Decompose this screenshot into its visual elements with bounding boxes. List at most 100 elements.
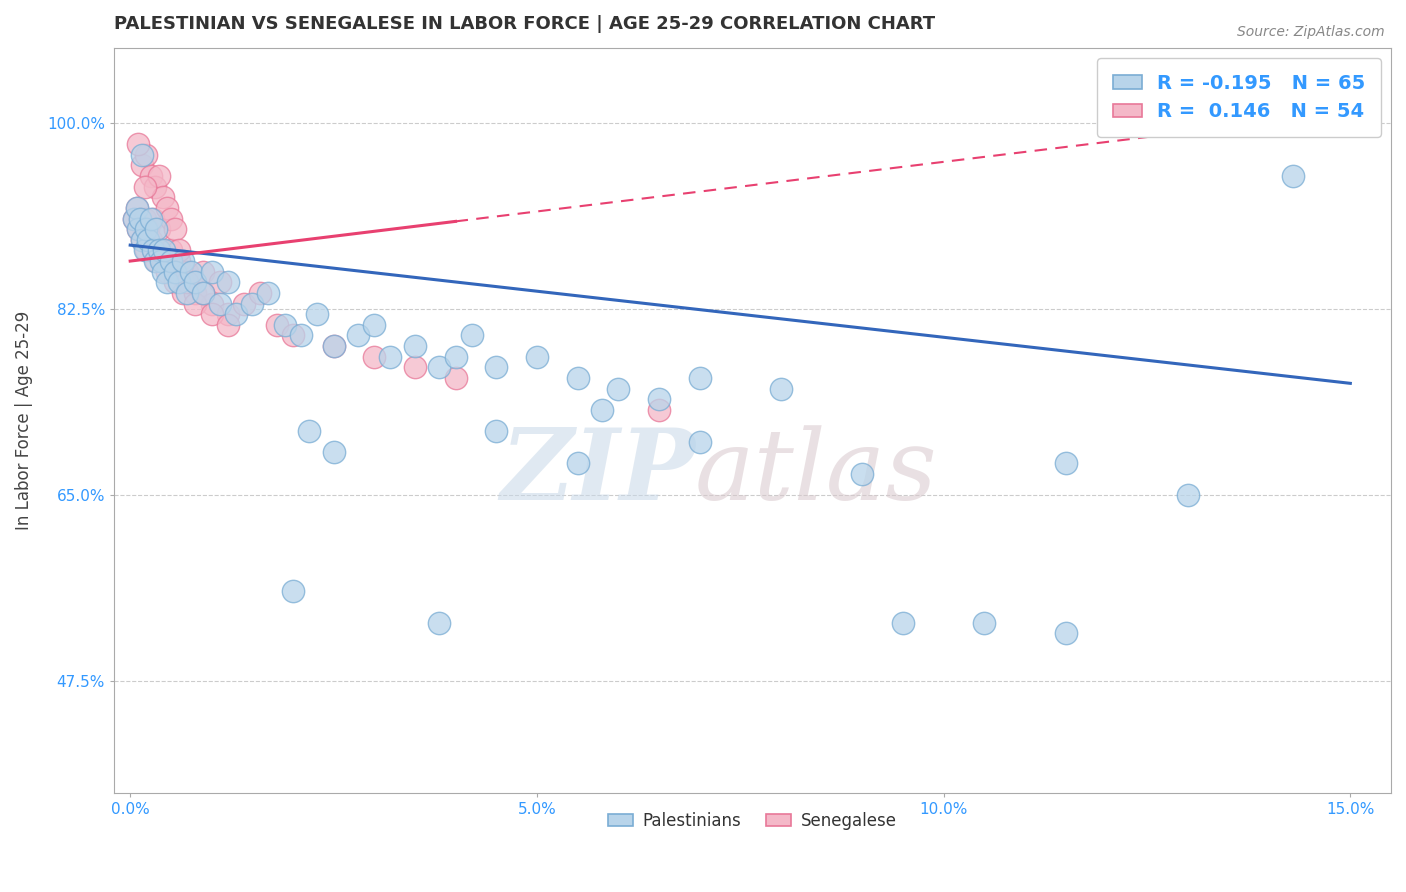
Point <box>607 382 630 396</box>
Point <box>363 318 385 332</box>
Point <box>125 201 148 215</box>
Point <box>180 276 202 290</box>
Point <box>1054 626 1077 640</box>
Point <box>769 382 792 396</box>
Point <box>143 179 166 194</box>
Point <box>148 244 170 258</box>
Point <box>129 211 152 226</box>
Point <box>689 371 711 385</box>
Y-axis label: In Labor Force | Age 25-29: In Labor Force | Age 25-29 <box>15 311 32 530</box>
Point <box>217 276 239 290</box>
Point <box>184 276 207 290</box>
Point <box>322 339 344 353</box>
Point <box>148 222 170 236</box>
Point <box>131 158 153 172</box>
Text: atlas: atlas <box>695 425 938 520</box>
Point <box>200 296 222 310</box>
Point <box>129 211 152 226</box>
Point <box>648 403 671 417</box>
Point <box>290 328 312 343</box>
Point <box>176 276 198 290</box>
Point <box>163 222 186 236</box>
Point <box>257 285 280 300</box>
Point <box>167 244 190 258</box>
Point <box>156 265 179 279</box>
Point <box>163 265 186 279</box>
Point <box>148 169 170 183</box>
Point <box>567 456 589 470</box>
Point <box>142 244 165 258</box>
Point <box>444 371 467 385</box>
Point <box>131 147 153 161</box>
Point <box>134 244 156 258</box>
Point <box>122 211 145 226</box>
Point <box>266 318 288 332</box>
Point <box>444 350 467 364</box>
Point <box>135 244 157 258</box>
Point <box>176 265 198 279</box>
Point <box>307 307 329 321</box>
Point <box>380 350 402 364</box>
Point <box>160 244 183 258</box>
Point <box>163 276 186 290</box>
Point <box>274 318 297 332</box>
Point <box>347 328 370 343</box>
Point <box>281 328 304 343</box>
Point <box>184 285 207 300</box>
Point <box>135 222 157 236</box>
Point <box>142 211 165 226</box>
Point <box>152 254 174 268</box>
Point <box>139 211 162 226</box>
Point <box>156 201 179 215</box>
Point <box>208 276 231 290</box>
Point <box>461 328 484 343</box>
Point <box>200 265 222 279</box>
Point <box>648 392 671 407</box>
Point <box>322 339 344 353</box>
Point <box>404 360 426 375</box>
Point <box>131 233 153 247</box>
Point <box>134 179 156 194</box>
Point <box>143 254 166 268</box>
Point <box>160 211 183 226</box>
Point <box>485 360 508 375</box>
Point <box>150 254 173 268</box>
Point <box>208 296 231 310</box>
Point <box>233 296 256 310</box>
Point <box>135 147 157 161</box>
Point <box>851 467 873 481</box>
Legend: Palestinians, Senegalese: Palestinians, Senegalese <box>600 805 904 837</box>
Point <box>1054 456 1077 470</box>
Point <box>176 285 198 300</box>
Text: Source: ZipAtlas.com: Source: ZipAtlas.com <box>1237 25 1385 39</box>
Point <box>172 254 194 268</box>
Point <box>180 265 202 279</box>
Point <box>193 285 215 300</box>
Point <box>167 254 190 268</box>
Point <box>249 285 271 300</box>
Point <box>145 222 167 236</box>
Point <box>973 615 995 630</box>
Text: ZIP: ZIP <box>501 425 695 521</box>
Point <box>1282 169 1305 183</box>
Point <box>136 222 159 236</box>
Point <box>122 211 145 226</box>
Point <box>160 254 183 268</box>
Point <box>891 615 914 630</box>
Point <box>526 350 548 364</box>
Point <box>193 285 215 300</box>
Point <box>240 296 263 310</box>
Point <box>184 296 207 310</box>
Point <box>152 190 174 204</box>
Point <box>298 424 321 438</box>
Point <box>167 276 190 290</box>
Point <box>225 307 247 321</box>
Point <box>217 307 239 321</box>
Point <box>142 244 165 258</box>
Point <box>363 350 385 364</box>
Point <box>127 222 149 236</box>
Point <box>200 307 222 321</box>
Point <box>143 244 166 258</box>
Point <box>172 285 194 300</box>
Point <box>427 615 450 630</box>
